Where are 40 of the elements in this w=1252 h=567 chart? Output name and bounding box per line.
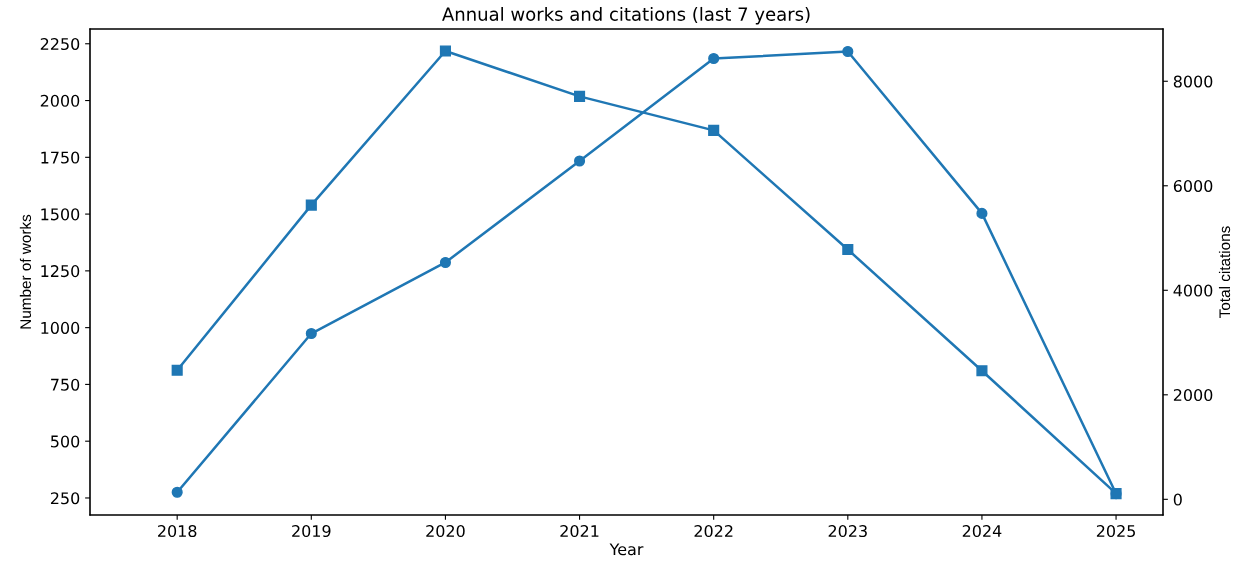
point — [171, 486, 183, 498]
x-axis-title: Year — [609, 543, 644, 556]
x-tick-label: 2020 — [426, 525, 465, 538]
point — [842, 45, 854, 58]
y2-tick-label: 8000 — [1173, 75, 1213, 88]
y2-tick-label: 6000 — [1173, 179, 1213, 193]
x-tick-label: 2024 — [962, 525, 1002, 538]
y-tick-label: 1250 — [41, 265, 80, 278]
point — [439, 45, 451, 57]
y2-axis-title: Total citations — [1218, 226, 1231, 318]
y-tick-label: 1500 — [41, 208, 80, 221]
point — [976, 207, 988, 219]
y-tick-label: 500 — [51, 435, 80, 448]
x-tick-label: 2018 — [158, 525, 197, 538]
point — [708, 52, 720, 65]
y2-tick-label: 0 — [1173, 493, 1182, 506]
chart-title: Annual works and citations (last 7 years) — [442, 6, 810, 25]
point — [976, 365, 988, 377]
x-tick-label: 2021 — [560, 525, 599, 538]
point — [439, 256, 451, 269]
y2-tick-label: 4000 — [1173, 284, 1213, 297]
point — [842, 243, 854, 256]
y2-tick-label: 2000 — [1173, 389, 1213, 402]
y-tick-label: 1750 — [41, 151, 80, 164]
y-tick-label: 250 — [50, 492, 80, 505]
x-tick-label: 2025 — [1096, 525, 1135, 538]
y-tick-label: 2000 — [40, 94, 80, 107]
point — [573, 90, 586, 102]
point — [171, 364, 183, 376]
point — [305, 199, 317, 211]
y-tick-label: 1000 — [41, 321, 80, 334]
x-tick-label: 2022 — [694, 525, 733, 538]
point — [708, 124, 720, 136]
y-axis-title: Number of works — [19, 214, 32, 329]
point — [573, 155, 586, 167]
x-tick-label: 2023 — [828, 525, 867, 538]
y-tick-label: 2250 — [40, 37, 80, 51]
y-tick-label: 750 — [51, 378, 80, 391]
point — [305, 327, 317, 340]
x-tick-label: 2019 — [292, 525, 331, 538]
